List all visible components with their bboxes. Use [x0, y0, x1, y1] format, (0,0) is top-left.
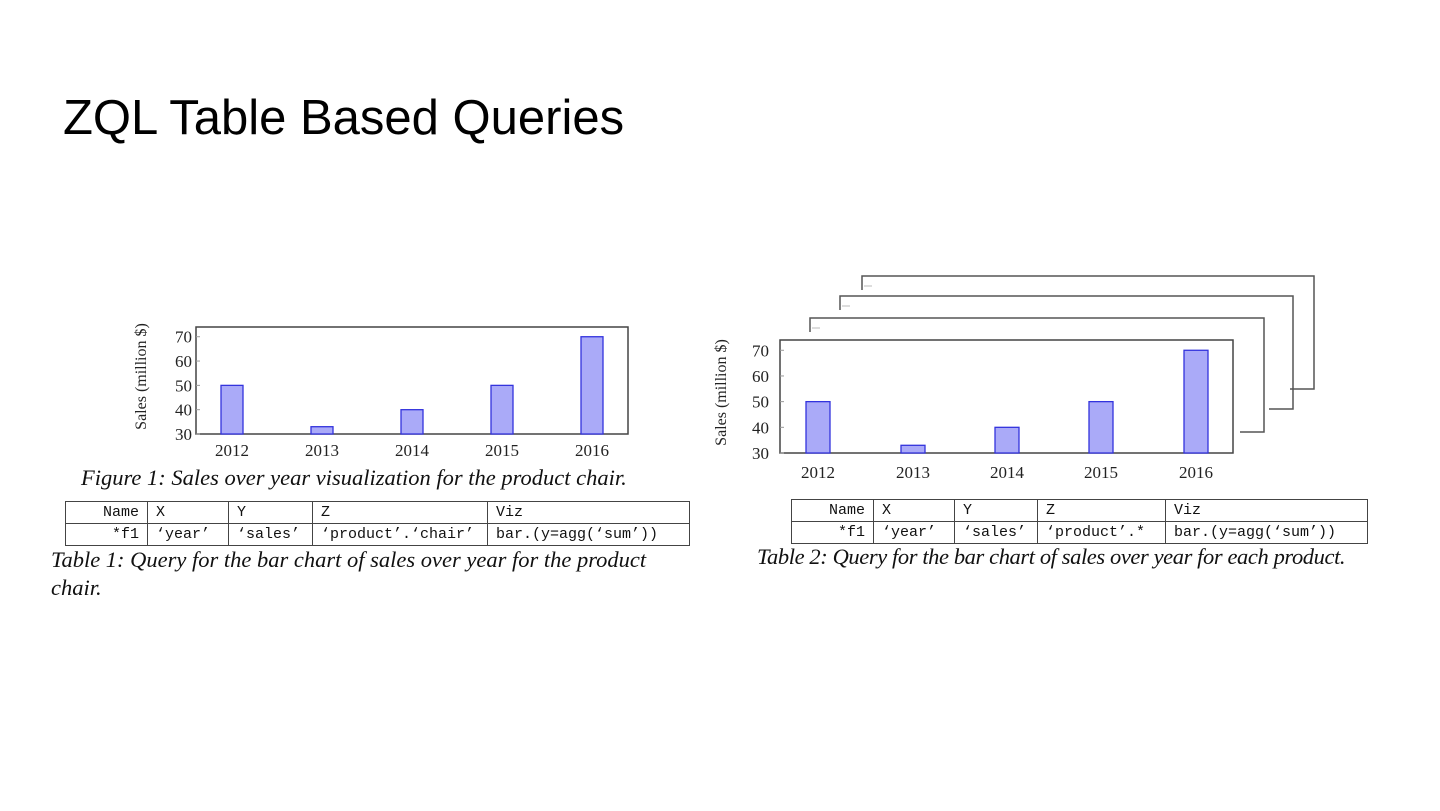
table-header-row: Name X Y Z Viz — [791, 499, 1368, 522]
figure1-caption: Figure 1: Sales over year visualization … — [81, 465, 627, 490]
slide-title: ZQL Table Based Queries — [63, 91, 625, 145]
x-tick-label: 2014 — [990, 463, 1025, 482]
chart-2: 30 40 50 60 70 2012 2013 2014 2015 2016 Sales (mil… — [713, 339, 1234, 482]
table1-caption: Table 1: Query for the bar chart of sale… — [51, 546, 731, 602]
x-tick-label: 2016 — [575, 441, 609, 460]
cell-viz: bar.(y=agg(‘sum’)) — [487, 523, 690, 546]
cell-x: ‘year’ — [873, 521, 955, 544]
bar-2013 — [310, 426, 334, 435]
x-tick-label: 2016 — [1179, 463, 1213, 482]
header-y: Y — [228, 501, 313, 524]
y-tick-label: 30 — [175, 425, 192, 444]
cell-y: ‘sales’ — [228, 523, 313, 546]
cell-viz: bar.(y=agg(‘sum’)) — [1165, 521, 1368, 544]
x-tick-label: 2012 — [215, 441, 249, 460]
cell-name: *f1 — [791, 521, 874, 544]
bar-2013 — [900, 444, 926, 454]
stacked-chart-frame — [809, 317, 1265, 433]
table1-caption-line1: Table 1: Query for the bar chart of sale… — [51, 547, 647, 572]
header-x: X — [873, 499, 955, 522]
cell-z: ‘product’.‘chair’ — [312, 523, 488, 546]
bar-2015 — [490, 384, 514, 435]
x-tick-label: 2013 — [305, 441, 339, 460]
x-tick-label: 2012 — [801, 463, 835, 482]
y-tick-label: 50 — [175, 376, 192, 395]
header-x: X — [147, 501, 229, 524]
y-tick-label: 70 — [752, 341, 769, 360]
header-name: Name — [791, 499, 874, 522]
y-tick-label: 60 — [175, 352, 192, 371]
x-tick-label: 2013 — [896, 463, 930, 482]
cell-name: *f1 — [65, 523, 148, 546]
y-axis-label: Sales (million $) — [133, 323, 150, 430]
query-table-2: Name X Y Z Viz *f1 ‘year’ ‘sales’ ‘produ… — [791, 499, 1368, 544]
header-z: Z — [1037, 499, 1166, 522]
bar-2012 — [220, 384, 244, 435]
x-tick-label: 2015 — [485, 441, 519, 460]
header-name: Name — [65, 501, 148, 524]
chart-1: 30 40 50 60 70 2012 2013 2014 2015 2016 Sales (mil… — [133, 323, 629, 460]
y-tick-label: 40 — [752, 418, 769, 437]
y-tick-label: 50 — [752, 393, 769, 412]
bar-2015 — [1088, 400, 1114, 454]
table-row: *f1 ‘year’ ‘sales’ ‘product’.‘chair’ bar… — [65, 523, 690, 546]
x-tick-label: 2014 — [395, 441, 430, 460]
bar-2014 — [400, 409, 424, 435]
table-header-row: Name X Y Z Viz — [65, 501, 690, 524]
table-row: *f1 ‘year’ ‘sales’ ‘product’.* bar.(y=ag… — [791, 521, 1368, 544]
header-viz: Viz — [1165, 499, 1368, 522]
x-tick-label: 2015 — [1084, 463, 1118, 482]
bar-2014 — [994, 426, 1020, 454]
y-tick-label: 60 — [752, 367, 769, 386]
y-tick-label: 70 — [175, 328, 192, 347]
table2-caption: Table 2: Query for the bar chart of sale… — [757, 544, 1346, 569]
bar-2012 — [805, 400, 831, 454]
stacked-chart-frame — [861, 275, 1315, 390]
cell-z: ‘product’.* — [1037, 521, 1166, 544]
y-tick-label: 30 — [752, 444, 769, 463]
y-tick-label: 40 — [175, 401, 192, 420]
table1-caption-line2: chair. — [51, 575, 102, 600]
header-z: Z — [312, 501, 488, 524]
header-y: Y — [954, 499, 1038, 522]
query-table-1: Name X Y Z Viz *f1 ‘year’ ‘sales’ ‘produ… — [65, 501, 690, 546]
bar-2016 — [1183, 349, 1209, 454]
y-axis-label: Sales (million $) — [713, 339, 730, 446]
header-viz: Viz — [487, 501, 690, 524]
cell-x: ‘year’ — [147, 523, 229, 546]
cell-y: ‘sales’ — [954, 521, 1038, 544]
stacked-chart-frame — [839, 295, 1294, 410]
bar-2016 — [580, 336, 604, 435]
